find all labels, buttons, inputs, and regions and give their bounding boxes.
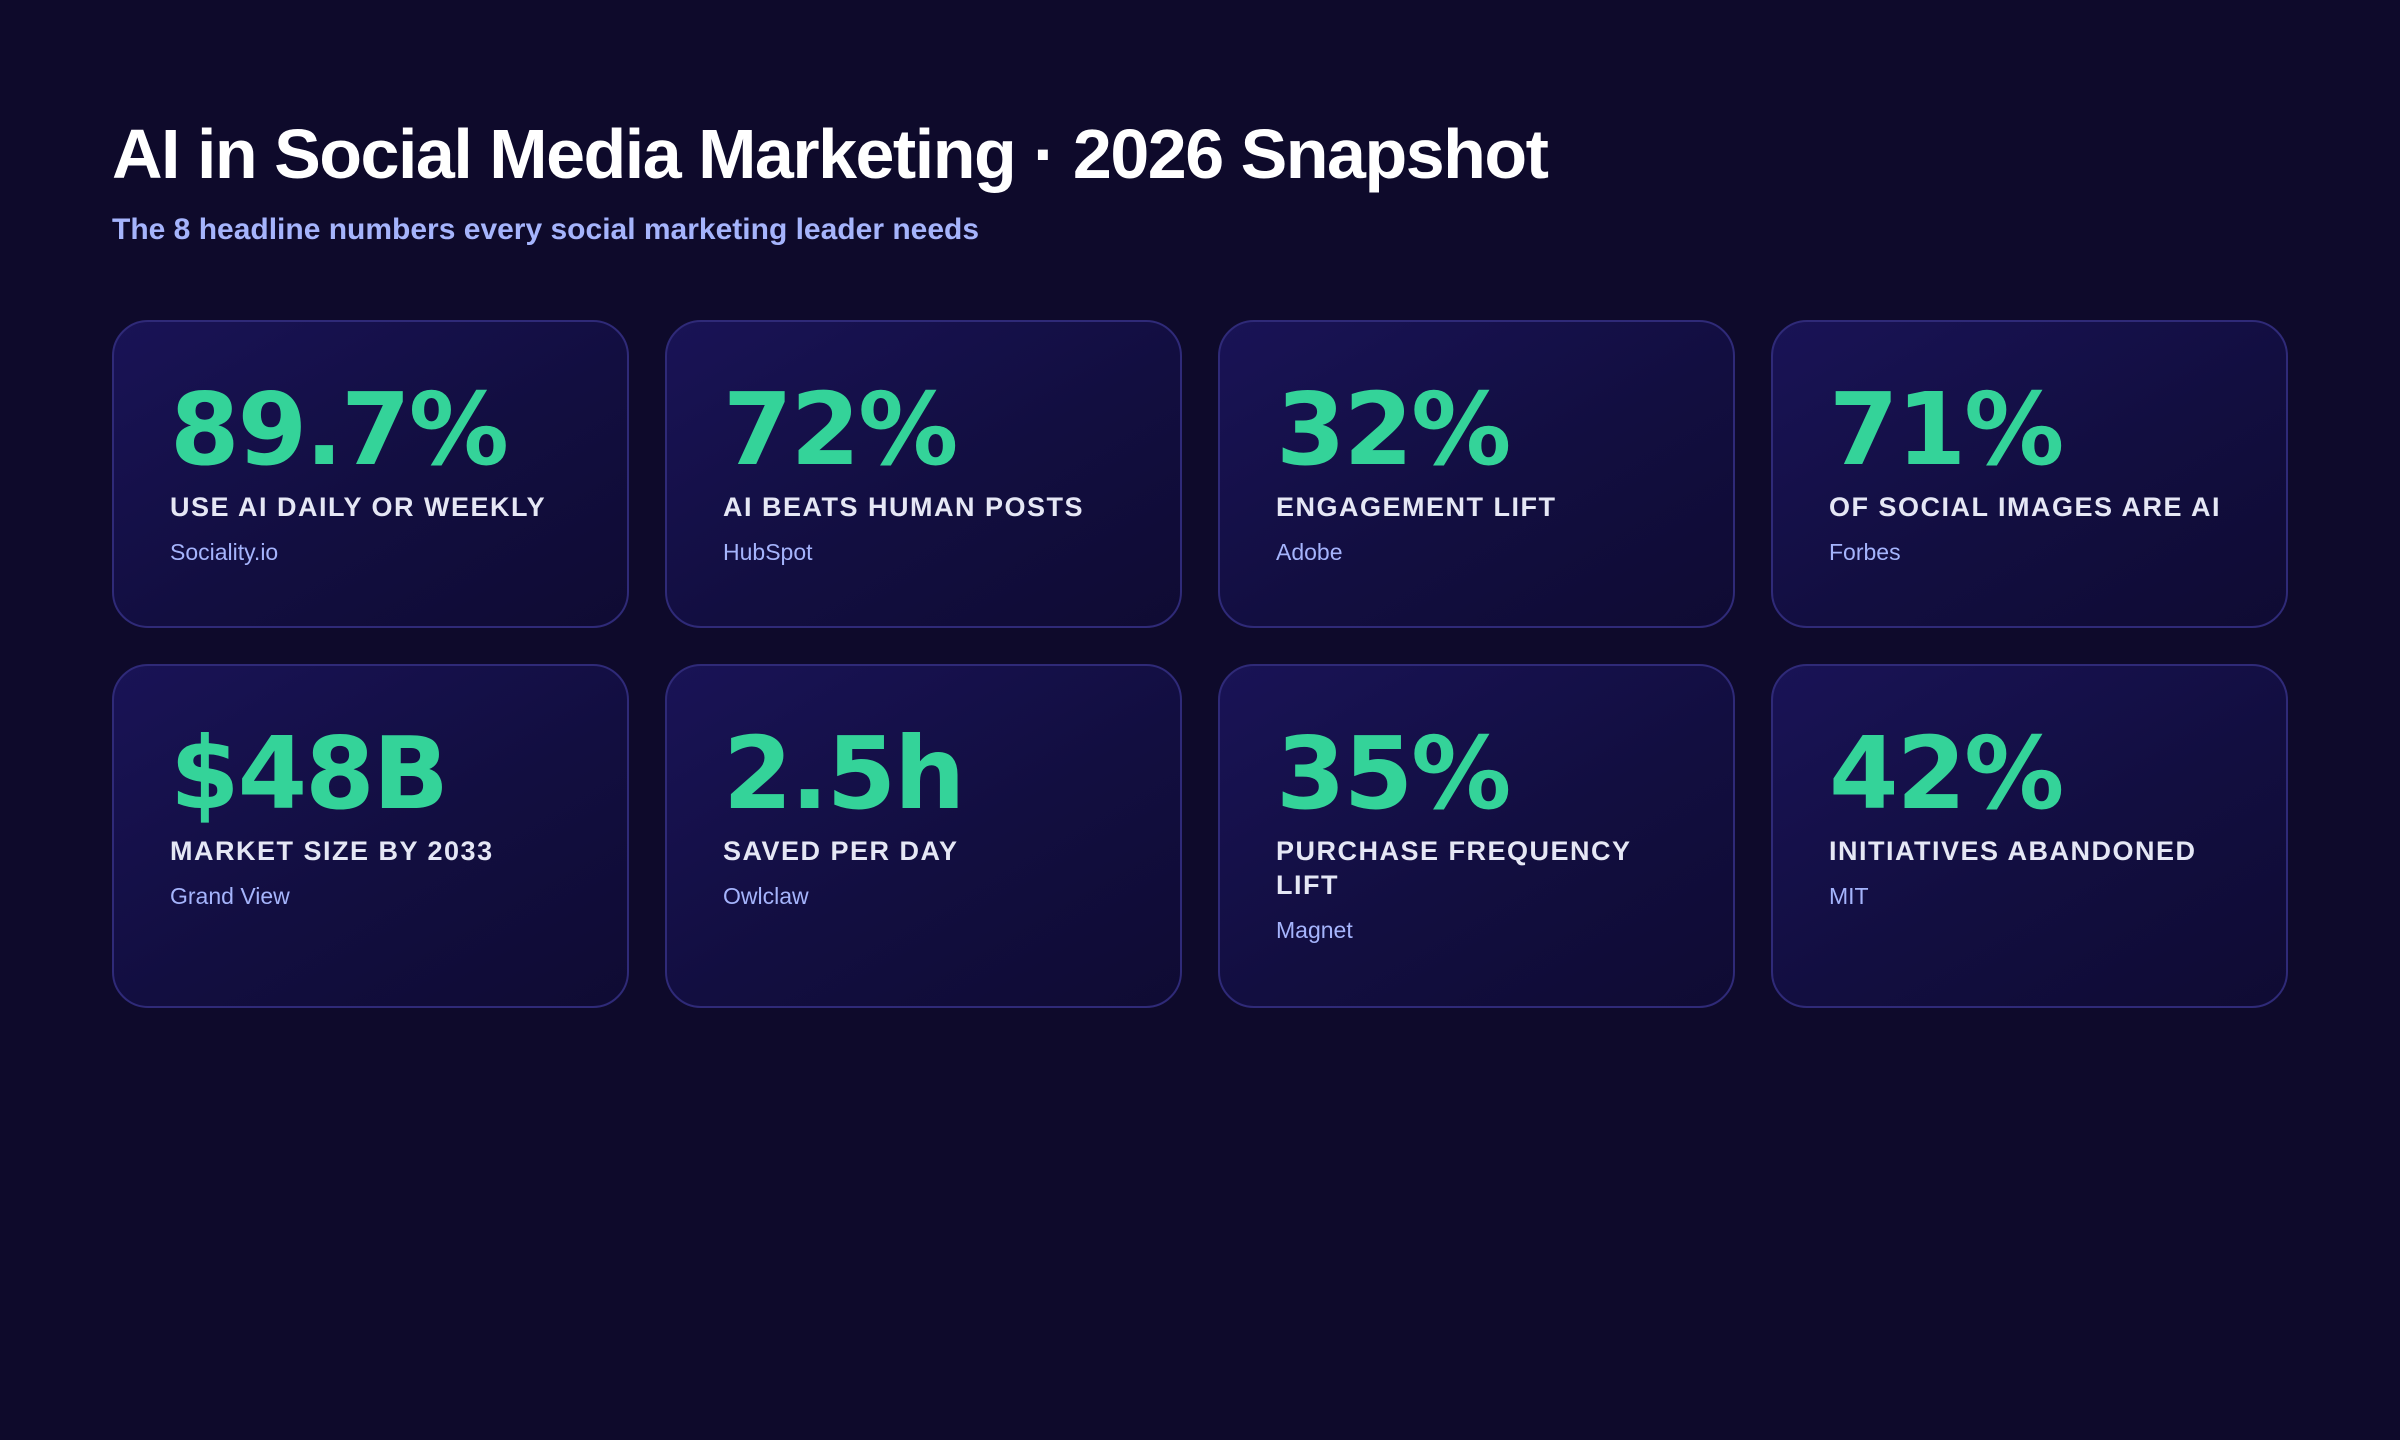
stats-grid: 89.7% USE AI DAILY OR WEEKLY Sociality.i… xyxy=(112,320,2288,1008)
stat-label: INITIATIVES ABANDONED xyxy=(1829,836,2197,866)
stat-label: USE AI DAILY OR WEEKLY xyxy=(170,492,547,522)
page-title: AI in Social Media Marketing · 2026 Snap… xyxy=(112,115,1549,193)
stat-card: 32% ENGAGEMENT LIFT Adobe xyxy=(1218,320,1735,628)
stat-card: $48B MARKET SIZE BY 2033 Grand View xyxy=(112,664,629,1008)
stat-value: 2.5h xyxy=(723,715,965,832)
stat-source: Adobe xyxy=(1276,539,1343,565)
stat-source: Grand View xyxy=(170,883,290,909)
stat-label: SAVED PER DAY xyxy=(723,836,959,866)
stat-card: 89.7% USE AI DAILY OR WEEKLY Sociality.i… xyxy=(112,320,629,628)
stat-source: HubSpot xyxy=(723,539,813,565)
stat-card: 71% OF SOCIAL IMAGES ARE AI Forbes xyxy=(1771,320,2288,628)
stat-label: ENGAGEMENT LIFT xyxy=(1276,492,1557,522)
stat-value: 32% xyxy=(1276,371,1511,488)
stat-value: 89.7% xyxy=(170,371,509,488)
stat-label: AI BEATS HUMAN POSTS xyxy=(723,492,1085,522)
stat-source: Owlclaw xyxy=(723,883,809,909)
stat-label: MARKET SIZE BY 2033 xyxy=(170,836,494,866)
stat-card: 35% PURCHASE FREQUENCY LIFT Magnet xyxy=(1218,664,1735,1008)
stat-card: 2.5h SAVED PER DAY Owlclaw xyxy=(665,664,1182,1008)
stat-label: OF SOCIAL IMAGES ARE AI xyxy=(1829,492,2222,522)
page-subtitle: The 8 headline numbers every social mark… xyxy=(112,213,980,246)
stat-source: MIT xyxy=(1829,883,1869,909)
stat-card: 72% AI BEATS HUMAN POSTS HubSpot xyxy=(665,320,1182,628)
stat-value: $48B xyxy=(170,715,449,832)
stat-source: Forbes xyxy=(1829,539,1901,565)
stat-value: 72% xyxy=(723,371,958,488)
stat-label: PURCHASE FREQUENCY LIFT xyxy=(1276,836,1632,900)
stat-source: Magnet xyxy=(1276,917,1353,943)
stat-source: Sociality.io xyxy=(170,539,279,565)
page-header: AI in Social Media Marketing · 2026 Snap… xyxy=(112,112,2288,248)
stat-value: 42% xyxy=(1829,715,2064,832)
stat-card: 42% INITIATIVES ABANDONED MIT xyxy=(1771,664,2288,1008)
stat-value: 71% xyxy=(1829,371,2064,488)
stat-value: 35% xyxy=(1276,715,1511,832)
